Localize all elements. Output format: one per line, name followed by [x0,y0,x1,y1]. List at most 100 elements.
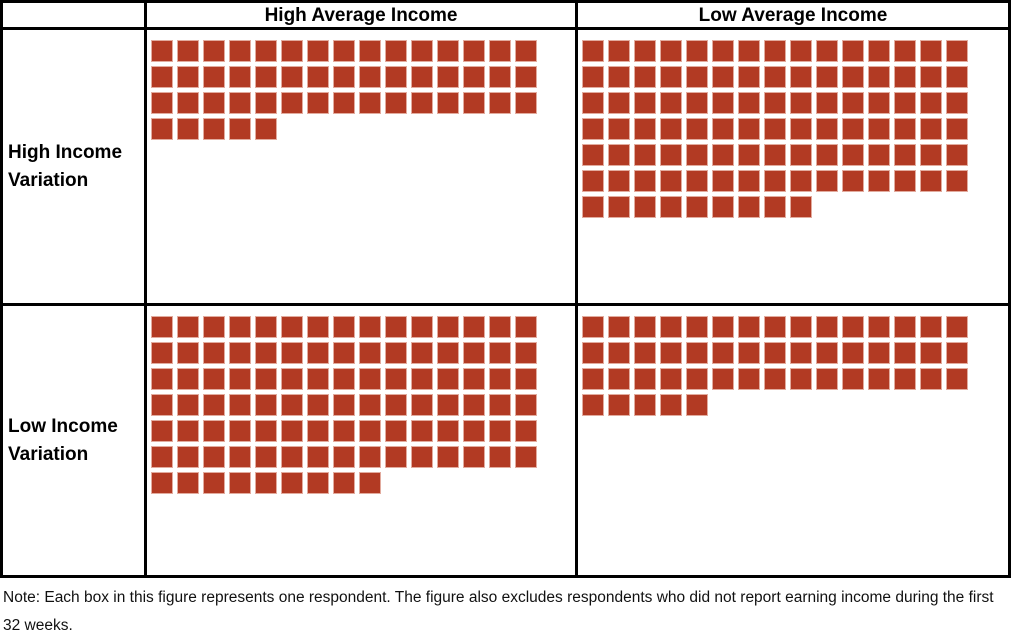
respondent-box [385,40,407,62]
respondent-box [229,342,251,364]
respondent-box [203,118,225,140]
respondent-box [229,394,251,416]
respondent-box [333,92,355,114]
respondent-box [489,342,511,364]
respondent-box [634,118,656,140]
respondent-box [281,446,303,468]
respondent-box [489,316,511,338]
respondent-box [255,368,277,390]
respondent-box [255,394,277,416]
respondent-box [437,92,459,114]
respondent-box [634,144,656,166]
respondent-box [229,472,251,494]
respondent-box [437,342,459,364]
respondent-box [151,394,173,416]
respondent-box [515,368,537,390]
respondent-box [790,118,812,140]
row-header-low-income-variation: Low Income Variation [3,306,147,575]
respondent-box [203,40,225,62]
respondent-box [411,40,433,62]
respondent-box [437,420,459,442]
respondent-box [333,420,355,442]
waffle-grid [582,316,974,420]
respondent-box [920,368,942,390]
respondent-box [229,368,251,390]
respondent-box [790,40,812,62]
respondent-box [634,66,656,88]
waffle-grid [582,40,974,222]
respondent-box [255,472,277,494]
respondent-box [385,316,407,338]
respondent-box [634,196,656,218]
respondent-box [946,342,968,364]
respondent-box [842,342,864,364]
respondent-box [894,368,916,390]
respondent-box [385,446,407,468]
respondent-box [920,316,942,338]
respondent-box [712,316,734,338]
respondent-box [920,342,942,364]
respondent-box [463,92,485,114]
respondent-box [515,66,537,88]
respondent-box [411,66,433,88]
respondent-box [634,316,656,338]
respondent-box [608,342,630,364]
respondent-box [151,92,173,114]
respondent-box [307,420,329,442]
respondent-box [634,170,656,192]
respondent-box [790,170,812,192]
respondent-box [385,394,407,416]
respondent-box [868,316,890,338]
respondent-box [738,368,760,390]
respondent-box [660,316,682,338]
respondent-box [660,144,682,166]
respondent-box [151,342,173,364]
respondent-box [868,40,890,62]
respondent-box [738,66,760,88]
respondent-box [385,92,407,114]
respondent-box [894,342,916,364]
respondent-box [582,196,604,218]
respondent-box [437,316,459,338]
respondent-box [660,92,682,114]
respondent-box [842,118,864,140]
respondent-box [489,394,511,416]
respondent-box [790,342,812,364]
respondent-box [582,118,604,140]
respondent-box [437,368,459,390]
respondent-box [281,92,303,114]
respondent-box [255,420,277,442]
respondent-box [229,66,251,88]
respondent-box [359,342,381,364]
column-header-low-average-income: Low Average Income [578,3,1008,30]
respondent-box [790,92,812,114]
waffle-cell-high-variation-high-income [147,30,578,306]
waffle-cell-high-variation-low-income [578,30,1008,306]
respondent-box [660,170,682,192]
respondent-box [894,66,916,88]
waffle-grid [151,40,543,144]
respondent-box [333,342,355,364]
respondent-box [177,92,199,114]
respondent-box [203,446,225,468]
respondent-box [946,316,968,338]
respondent-box [686,40,708,62]
respondent-box [686,316,708,338]
respondent-box [359,40,381,62]
respondent-box [816,342,838,364]
respondent-box [255,342,277,364]
respondent-box [634,342,656,364]
respondent-box [515,394,537,416]
respondent-box [582,342,604,364]
respondent-box [333,66,355,88]
respondent-box [608,144,630,166]
respondent-box [868,368,890,390]
waffle-grid [151,316,543,498]
respondent-box [946,144,968,166]
respondent-box [307,472,329,494]
respondent-box [712,144,734,166]
respondent-box [686,368,708,390]
figure-note: Note: Each box in this figure represents… [3,589,994,634]
respondent-box [203,368,225,390]
respondent-box [411,92,433,114]
